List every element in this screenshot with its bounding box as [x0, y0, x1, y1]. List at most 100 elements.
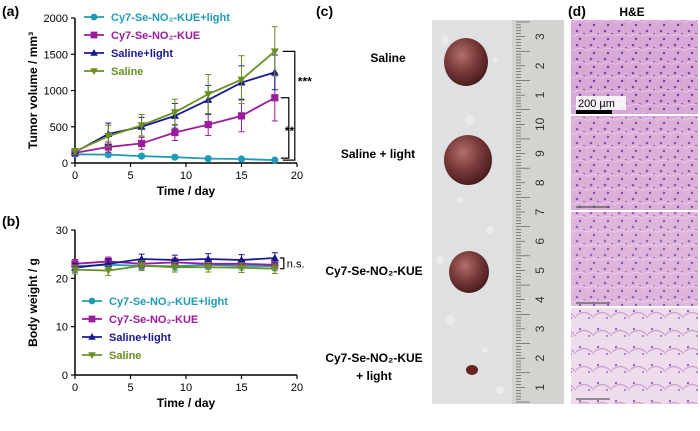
- scale-bar-label: 200 µm: [578, 98, 615, 110]
- chartB-data-point: [204, 264, 213, 272]
- chartB-y-tick-label: 20: [56, 273, 68, 285]
- ruler-number: 8: [533, 179, 547, 186]
- chartA-data-point: [237, 112, 246, 120]
- significance-label: ***: [298, 75, 312, 89]
- histology-panel: H&E 200 µm: [571, 5, 698, 404]
- chartA-y-tick-label: 500: [50, 122, 68, 134]
- scale-bar-faint-2: [576, 302, 610, 304]
- chart-b-axes: 0 10 20 30 0 5 10 15 20 Time / day Body weight / g: [26, 225, 303, 410]
- chartB-legend-label: Cy7-Se-NO₂-KUE: [109, 314, 198, 326]
- chart-b-marks: [71, 252, 279, 276]
- photo-label-kue-light-line2: + light: [356, 369, 392, 383]
- photo-label-saline-light: Saline + light: [341, 147, 415, 161]
- chartA-legend-label: Cy7-Se-NO₂-KUE+light: [111, 12, 230, 24]
- body-weight-chart: 0 10 20 30 0 5 10 15 20 Time / day Body weight / g…: [26, 225, 305, 410]
- chart-a-significance: *****: [280, 50, 312, 161]
- ruler-numbers: 3 2 1 10 9 8 7 6 5 4 3 2 1: [533, 33, 547, 391]
- chartB-data-point: [270, 265, 279, 273]
- chartA-data-point: [237, 155, 246, 163]
- scale-bar: [576, 110, 612, 114]
- ruler-number: 10: [533, 117, 547, 131]
- chartB-data-point: [71, 266, 79, 274]
- chartB-data-point: [270, 253, 279, 262]
- chartB-legend-marker: [88, 352, 96, 359]
- chartA-legend-marker: [90, 68, 98, 75]
- chartB-legend-label: Saline+light: [109, 332, 171, 344]
- ruler-number: 1: [533, 91, 547, 98]
- photo-label-kue-light-line1: Cy7-Se-NO₂-KUE: [325, 351, 422, 365]
- chartA-data-point: [138, 152, 146, 160]
- chartB-y-axis-label: Body weight / g: [26, 258, 40, 347]
- ruler-number: 7: [533, 208, 547, 215]
- significance-bracket: [279, 257, 285, 270]
- foam-texture: [436, 36, 504, 394]
- chartA-data-point: [270, 48, 279, 56]
- chartA-data-point: [204, 120, 212, 129]
- chartB-y-tick-label: 30: [56, 225, 68, 237]
- chartA-y-tick-label: 2000: [44, 13, 68, 25]
- tumor-photo-panel: Saline Saline + light Cy7-Se-NO₂-KUE Cy7…: [325, 20, 564, 404]
- significance-bracket: [280, 97, 290, 159]
- chartB-data-point: [237, 255, 246, 263]
- chartA-x-tick-label: 0: [72, 170, 78, 182]
- chartB-legend-label: Saline: [109, 350, 141, 362]
- chartA-data-point: [171, 128, 179, 137]
- chartA-data-point: [204, 155, 212, 163]
- ruler-number: 1: [533, 384, 547, 391]
- chartB-data-point: [104, 267, 113, 275]
- chart-b-legend: Cy7-Se-NO₂-KUE+light Cy7-Se-NO₂-KUE Saline…: [82, 296, 228, 362]
- significance-bracket: [282, 50, 296, 161]
- ruler-number: 4: [533, 296, 547, 303]
- chartA-x-tick-label: 5: [127, 170, 133, 182]
- chartB-y-tick-label: 0: [62, 370, 68, 382]
- tumor-volume-chart: 0 500 1000 1500 2000 0 5 10 15 20 Time / day Tumor …: [26, 12, 312, 198]
- chartB-y-tick-label: 10: [56, 322, 68, 334]
- chartA-legend-label: Saline+light: [111, 48, 173, 60]
- chartA-y-tick-label: 0: [62, 158, 68, 170]
- chartA-data-point: [204, 91, 213, 99]
- he-image-saline-light: [571, 116, 698, 210]
- chartA-data-point: [237, 76, 246, 84]
- chartB-legend-label: Cy7-Se-NO₂-KUE+light: [109, 296, 228, 308]
- scale-bar-faint-1: [576, 206, 610, 208]
- ruler-number: 5: [533, 267, 547, 274]
- scale-bar-label-bg: [576, 96, 626, 110]
- chartA-x-tick-label: 15: [235, 170, 247, 182]
- he-image-kue-light: [571, 308, 698, 404]
- chartB-x-tick-label: 0: [72, 382, 78, 394]
- chartB-data-point: [170, 264, 179, 272]
- he-image-kue: [571, 212, 698, 306]
- ruler-number: 3: [533, 33, 547, 40]
- chartB-x-axis-label: Time / day: [157, 396, 216, 410]
- tumor-kue-light: [466, 365, 478, 375]
- chartA-legend-marker: [90, 49, 98, 56]
- chartB-data-point: [204, 254, 213, 262]
- chartB-legend-marker: [88, 297, 96, 305]
- chartA-x-tick-label: 20: [291, 170, 303, 182]
- ruler-number: 2: [533, 62, 547, 69]
- panel-letter-b: (b): [2, 213, 20, 229]
- panel-letter-d: (d): [568, 3, 586, 19]
- tumor-saline-light: [444, 135, 492, 185]
- chartB-x-tick-label: 15: [235, 382, 247, 394]
- chartA-legend-label: Saline: [111, 66, 143, 78]
- chartB-data-point: [170, 255, 179, 263]
- chartA-data-point: [104, 133, 113, 141]
- chartA-y-tick-label: 1500: [44, 49, 68, 61]
- chartB-data-point: [237, 264, 246, 272]
- panel-letter-a: (a): [2, 3, 19, 19]
- tumor-kue: [449, 251, 489, 293]
- chartA-legend-marker: [90, 31, 98, 39]
- chartA-legend-label: Cy7-Se-NO₂-KUE: [111, 30, 200, 42]
- ruler-number: 9: [533, 150, 547, 157]
- chartB-legend-marker: [88, 333, 96, 340]
- chart-a-marks: [71, 26, 279, 164]
- chartB-data-point: [137, 254, 146, 262]
- chartA-y-axis-label: Tumor volume / mm³: [26, 32, 40, 149]
- chart-b-significance: n.s.: [279, 257, 305, 270]
- chartA-y-tick-label: 1000: [44, 86, 68, 98]
- chartB-data-point: [104, 259, 113, 267]
- chartB-legend-marker: [88, 315, 96, 323]
- panel-letter-c: (c): [316, 3, 333, 19]
